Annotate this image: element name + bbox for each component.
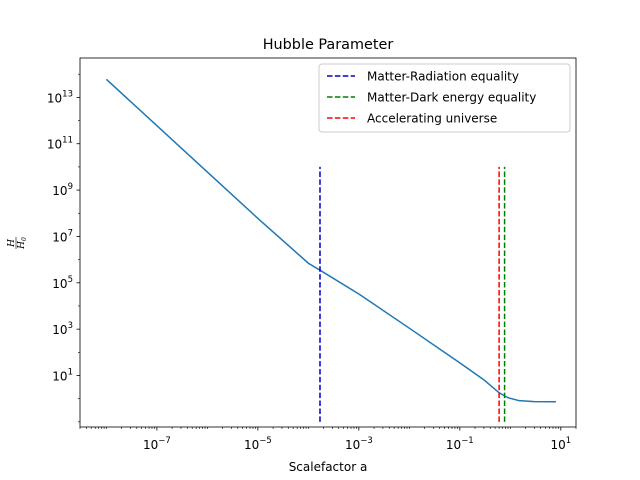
x-tick-label: 10−1	[446, 436, 474, 452]
y-tick-label: 1013	[47, 89, 73, 105]
chart-title: Hubble Parameter	[263, 37, 394, 53]
series-layer	[105, 78, 556, 403]
plot-frame	[79, 57, 577, 428]
x-axis-label: Scalefactor a	[289, 460, 368, 474]
x-axis: 10−7 10−5 10−3 10−1 101	[79, 427, 577, 452]
x-tick-label: 10−5	[244, 436, 272, 452]
y-tick-label: 109	[52, 182, 73, 198]
legend-label-2: Accelerating universe	[367, 112, 497, 126]
plot-area	[79, 57, 577, 428]
x-tick-label: 101	[550, 436, 571, 452]
series-line-0	[105, 78, 556, 403]
y-tick-label: 101	[52, 368, 73, 384]
y-tick-label: 1011	[47, 136, 73, 152]
y-tick-label: 103	[52, 321, 73, 337]
legend-box	[318, 63, 571, 133]
y-axis-label-numerator: H	[7, 239, 17, 248]
legend: Matter-Radiation equality Matter-Dark ene…	[318, 63, 571, 133]
y-axis: 101 103 105 107 109 1011 1013	[47, 73, 80, 423]
y-axis-label: H H0	[7, 237, 28, 250]
legend-label-0: Matter-Radiation equality	[367, 70, 519, 84]
y-tick-label: 107	[52, 228, 73, 244]
vline-layer	[319, 166, 506, 422]
y-axis-label-denominator: H0	[17, 237, 28, 250]
x-tick-label: 10−3	[345, 436, 373, 452]
legend-label-1: Matter-Dark energy equality	[367, 91, 536, 105]
x-tick-label: 10−7	[143, 436, 171, 452]
y-tick-label: 105	[52, 275, 73, 291]
